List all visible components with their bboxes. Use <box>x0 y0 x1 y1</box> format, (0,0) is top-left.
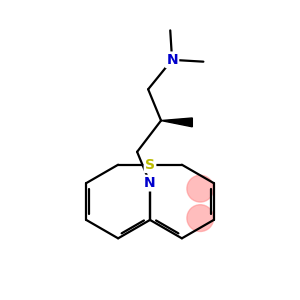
Text: N: N <box>166 53 178 67</box>
Circle shape <box>187 175 214 202</box>
Text: N: N <box>144 176 156 190</box>
Text: S: S <box>145 158 155 172</box>
Polygon shape <box>161 118 192 127</box>
Circle shape <box>187 205 214 232</box>
